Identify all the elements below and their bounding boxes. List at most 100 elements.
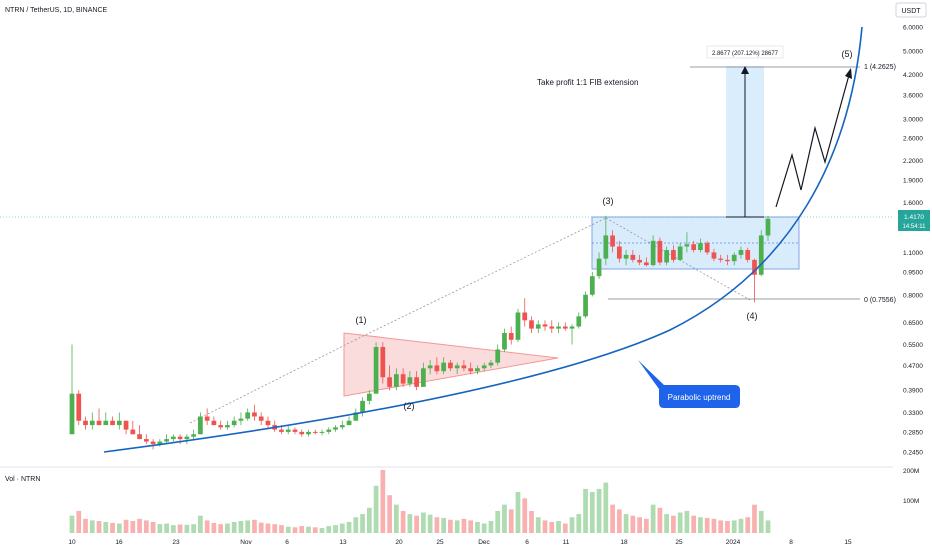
volume-bar <box>765 520 771 533</box>
volume-bar <box>583 488 588 533</box>
candle-body <box>393 374 399 387</box>
wave-1-label: (1) <box>356 315 367 325</box>
volume-bar <box>522 498 528 533</box>
wave-3-label: (3) <box>603 196 614 206</box>
parabolic-callout-text: Parabolic uptrend <box>668 393 731 402</box>
volume-bar <box>252 519 257 533</box>
candle-body <box>373 346 379 394</box>
last-price-tag <box>898 210 930 231</box>
time-tick-label: Dec <box>478 539 490 546</box>
volume-bar <box>569 517 575 533</box>
candle-body <box>238 418 244 421</box>
price-tick-label: 0.9500 <box>903 269 923 276</box>
measure-label-bg <box>706 45 784 59</box>
volume-bar <box>434 517 440 533</box>
candle-body <box>299 431 305 435</box>
volume-bar <box>441 517 447 533</box>
volume-bar <box>475 521 480 533</box>
candle-body <box>204 416 210 421</box>
wave-guide-1 <box>189 339 356 424</box>
candle-body <box>360 400 365 413</box>
volume-bar <box>326 526 332 533</box>
candle-body <box>738 250 744 255</box>
volume-bar <box>461 518 467 533</box>
volume-bar <box>427 514 433 533</box>
candle-body <box>549 326 555 329</box>
candle-body <box>116 420 122 426</box>
volume-bar <box>143 520 149 533</box>
price-tick-label: 0.5500 <box>903 342 923 349</box>
candlesticks <box>69 215 771 450</box>
candle-body <box>400 374 406 384</box>
candle-body <box>285 429 291 432</box>
parabolic-curve <box>103 26 863 453</box>
volume-bar <box>691 515 697 533</box>
volume-bar <box>481 523 487 533</box>
candle-body <box>346 420 352 426</box>
volume-bar <box>333 525 338 533</box>
time-tick-label: 25 <box>436 539 444 546</box>
currency-selector[interactable]: USDT <box>895 2 927 18</box>
candle-body <box>326 429 332 432</box>
volume-bar <box>366 507 372 533</box>
candle-body <box>252 412 257 417</box>
candle-body <box>616 246 622 259</box>
volume-bar <box>745 517 751 533</box>
volume-bar <box>596 488 602 533</box>
volume-bar <box>123 519 129 533</box>
candle-body <box>650 240 656 266</box>
candle-body <box>137 434 142 440</box>
candle-body <box>123 420 129 430</box>
volume-tick-label: 100M <box>903 498 919 505</box>
time-tick-label: 20 <box>395 539 403 546</box>
volume-bar <box>285 526 291 533</box>
candle-body <box>542 324 548 327</box>
candle-body <box>657 240 663 263</box>
volume-bar <box>644 518 649 533</box>
candle-body <box>502 332 507 350</box>
chart-title: NTRN / TetherUS, 1D, BINANCE <box>5 7 108 14</box>
candle-body <box>130 429 136 435</box>
volume-bar <box>630 515 636 533</box>
volume-bar <box>373 485 379 533</box>
wave-2-label: (2) <box>404 401 415 411</box>
volume-bar <box>508 509 514 533</box>
candle-body <box>306 431 311 435</box>
volume-bar <box>711 518 717 533</box>
candle-body <box>96 420 102 426</box>
volume-bar <box>211 522 217 533</box>
candle-body <box>231 420 237 426</box>
parabolic-callout[interactable] <box>638 360 740 408</box>
candle-body <box>258 416 264 421</box>
candle-body <box>698 243 703 251</box>
volume-bar <box>353 517 359 533</box>
volume-bar <box>339 523 345 533</box>
volume-bar <box>225 523 230 533</box>
candle-body <box>279 429 284 432</box>
volume-bar <box>272 524 278 533</box>
volume-bar <box>346 521 352 533</box>
candle-body <box>312 431 318 433</box>
time-tick-label: Nov <box>240 539 252 546</box>
volume-bar <box>603 482 609 533</box>
volume-bar <box>69 515 75 533</box>
wave-guide-2 <box>354 217 607 341</box>
candle-body <box>407 377 413 384</box>
volume-bar <box>731 520 737 533</box>
volume-bar <box>610 504 615 533</box>
candle-body <box>691 244 697 251</box>
candle-body <box>745 250 751 260</box>
candle-body <box>488 362 494 366</box>
volume-bar <box>549 521 555 533</box>
volume-bar <box>407 514 413 533</box>
volume-bar <box>718 520 724 533</box>
volume-bar <box>454 520 460 533</box>
volume-bar <box>542 520 548 533</box>
volume-bar <box>556 521 561 533</box>
time-tick-label: 15 <box>844 539 852 546</box>
time-tick-label: 6 <box>525 539 529 546</box>
volume-bars <box>69 470 771 533</box>
volume-bar <box>529 510 534 533</box>
price-tick-label: 3.0000 <box>903 117 923 124</box>
time-tick-label: 25 <box>675 539 683 546</box>
